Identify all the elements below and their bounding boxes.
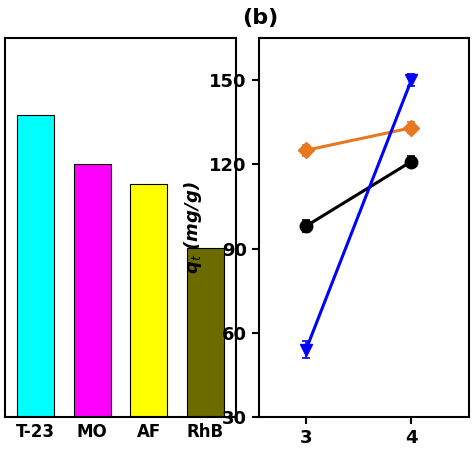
Bar — [18, 116, 54, 417]
Bar — [130, 184, 167, 417]
Bar — [187, 248, 224, 417]
Text: (b): (b) — [242, 9, 278, 28]
Bar — [74, 164, 111, 417]
Y-axis label: q$_{t}$ (mg/g): q$_{t}$ (mg/g) — [182, 181, 204, 274]
